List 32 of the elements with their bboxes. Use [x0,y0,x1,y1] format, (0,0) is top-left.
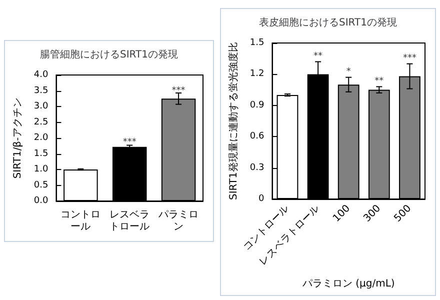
y-tick-label: 2.0 [34,133,48,143]
y-tick-label: 0.6 [250,132,264,142]
y-tick-label: 3.0 [34,102,48,112]
y-tick-label: 1.2 [250,69,264,80]
annotation: *** [172,86,186,96]
y-tick-label: 0 [258,194,264,204]
x-tick-label: コントロール [60,210,101,232]
x-tick-label: 300 [362,203,384,224]
y-tick-label: 0.5 [34,180,48,190]
chart-title: 腸管細胞におけるSIRT1の発現 [40,48,178,60]
annotation: *** [122,138,137,148]
y-tick-label: 4.0 [34,70,48,80]
y-axis-title: SIRT1発現量に連動する蛍光強度比 [228,42,240,200]
y-tick-label: 2.5 [34,117,48,128]
annotation: ** [314,52,324,62]
y-tick-label: 1.5 [250,38,264,48]
annotation: * [346,67,352,78]
x-axis-title: パラミロン (μg/mL) [301,278,395,290]
annotation: *** [402,54,417,64]
chart-title: 表皮細胞におけるSIRT1の発現 [259,16,397,28]
annotation: ** [374,76,384,86]
y-tick-label: 1.5 [34,148,48,159]
y-tick-label: 0.0 [34,196,48,206]
x-tick-label: パラミロン [158,210,199,232]
y-tick-label: 1.0 [34,164,48,174]
y-axis-title: SIRT1/β-アクチン [12,97,24,179]
y-tick-label: 3.5 [34,86,48,96]
y-tick-label: 0.3 [250,162,264,173]
x-tick-label: レスベラトロール [110,210,150,232]
y-tick-label: 0.9 [250,100,264,110]
x-tick-label: 500 [392,203,414,224]
x-tick-label: 100 [331,203,352,224]
